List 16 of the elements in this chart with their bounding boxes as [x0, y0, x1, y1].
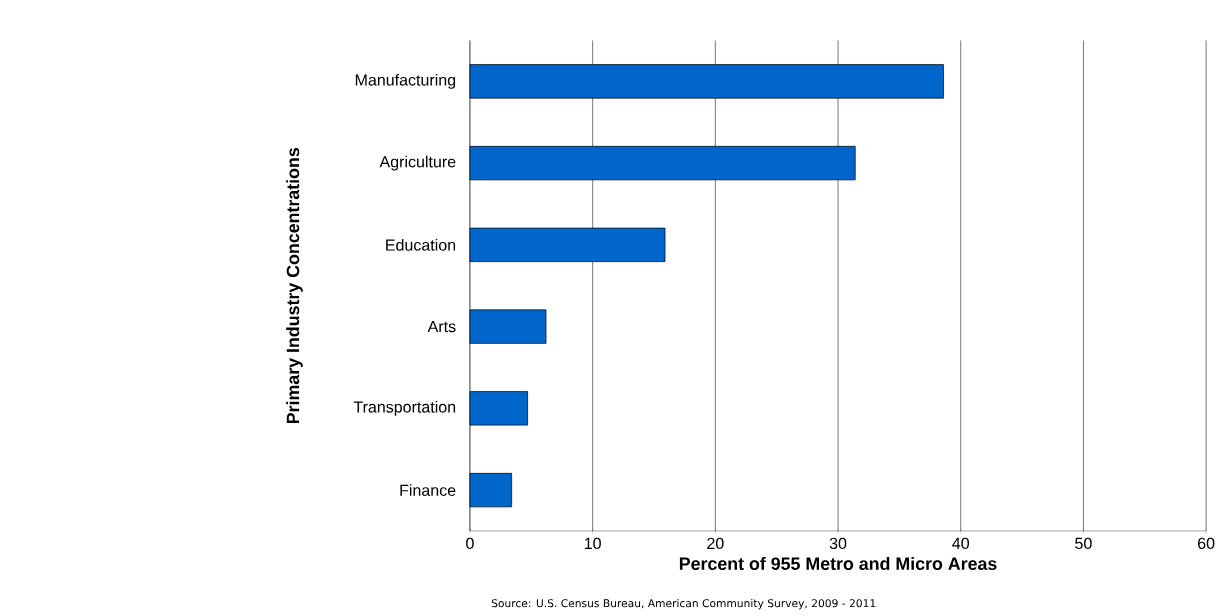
y-axis-title: Primary Industry Concentrations	[286, 147, 303, 424]
y-tick-label: Agriculture	[379, 155, 456, 171]
y-tick-label: Finance	[400, 484, 456, 496]
x-tick-label: 20	[707, 537, 724, 550]
x-tick-label: 60	[1198, 537, 1215, 550]
x-tick-label: 10	[584, 537, 601, 550]
y-tick-label: Manufacturing	[355, 73, 456, 89]
x-tick-label: 30	[829, 537, 847, 550]
y-tick-label: Education	[386, 238, 456, 251]
x-tick-label: 40	[952, 537, 970, 550]
x-axis-title: Percent of 955 Metro and Micro Areas	[679, 556, 997, 570]
y-tick-label: Transportation	[353, 400, 456, 416]
source-note: Source: U.S. Census Bureau, American Community Survey, 2009 - 2011	[491, 598, 876, 610]
y-tick-label: Arts	[427, 321, 456, 333]
x-tick-label: 0	[466, 537, 474, 550]
x-tick-label: 50	[1075, 537, 1092, 550]
